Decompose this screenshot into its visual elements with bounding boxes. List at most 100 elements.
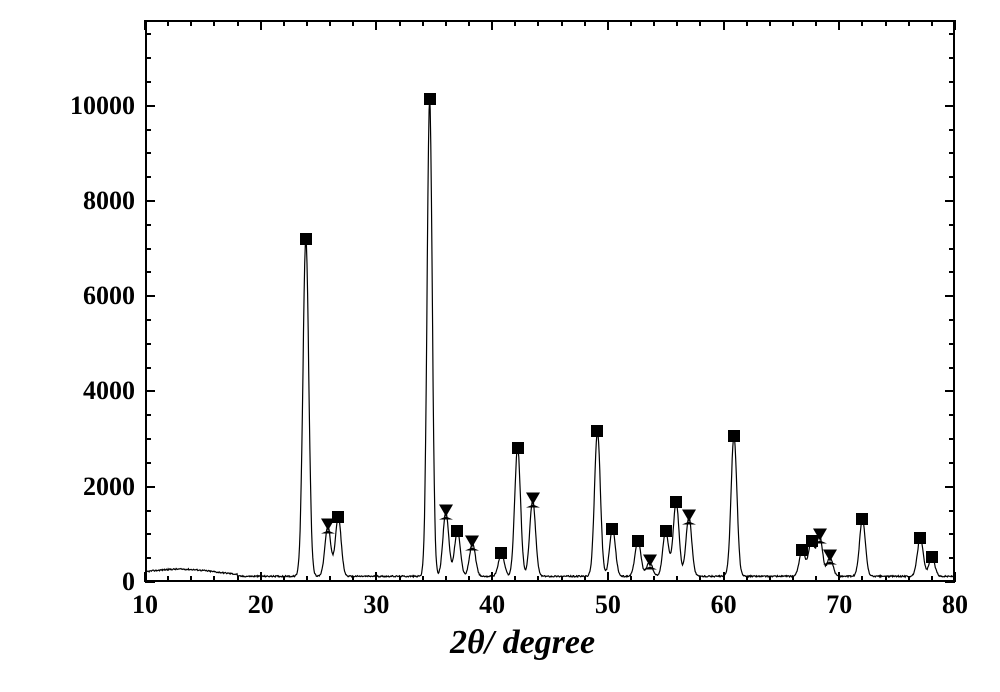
- marker-square-icon: [495, 547, 507, 559]
- x-minor-tick: [561, 576, 563, 582]
- x-minor-tick: [468, 576, 470, 582]
- y-minor-tick: [145, 81, 151, 83]
- x-tick-label: 70: [826, 590, 852, 620]
- x-minor-tick: [653, 576, 655, 582]
- x-minor-tick: [190, 576, 192, 582]
- y-tick-label: 6000: [83, 281, 135, 311]
- y-tick: [945, 486, 955, 488]
- xrd-chart: 强度 / a.u. 2θ/ degree 1020304050607080020…: [0, 0, 1000, 692]
- x-tick: [260, 572, 262, 582]
- x-tick: [375, 20, 377, 30]
- x-minor-tick: [537, 576, 539, 582]
- x-minor-tick: [769, 576, 771, 582]
- x-minor-tick: [399, 576, 401, 582]
- x-minor-tick: [769, 20, 771, 26]
- y-minor-tick: [145, 33, 151, 35]
- y-minor-tick: [949, 367, 955, 369]
- y-tick: [145, 295, 155, 297]
- y-minor-tick: [145, 533, 151, 535]
- marker-triangle-icon: [439, 504, 453, 519]
- y-minor-tick: [949, 152, 955, 154]
- x-tick: [607, 572, 609, 582]
- x-minor-tick: [537, 20, 539, 26]
- marker-square-icon: [670, 496, 682, 508]
- y-tick-label: 8000: [83, 186, 135, 216]
- x-minor-tick: [931, 576, 933, 582]
- x-minor-tick: [468, 20, 470, 26]
- x-minor-tick: [329, 576, 331, 582]
- x-minor-tick: [167, 20, 169, 26]
- x-minor-tick: [352, 20, 354, 26]
- y-minor-tick: [145, 176, 151, 178]
- marker-square-icon: [728, 430, 740, 442]
- x-minor-tick: [885, 20, 887, 26]
- y-minor-tick: [145, 319, 151, 321]
- y-minor-tick: [949, 319, 955, 321]
- x-minor-tick: [399, 20, 401, 26]
- y-minor-tick: [949, 462, 955, 464]
- y-minor-tick: [145, 343, 151, 345]
- x-minor-tick: [815, 576, 817, 582]
- x-minor-tick: [746, 20, 748, 26]
- x-axis-label: 2θ/ degree: [450, 624, 595, 662]
- x-tick: [491, 572, 493, 582]
- x-minor-tick: [445, 20, 447, 26]
- marker-square-icon: [632, 535, 644, 547]
- marker-triangle-icon: [682, 509, 696, 524]
- marker-square-icon: [914, 532, 926, 544]
- x-minor-tick: [561, 20, 563, 26]
- y-tick: [145, 200, 155, 202]
- x-minor-tick: [422, 576, 424, 582]
- x-minor-tick: [283, 576, 285, 582]
- x-tick: [260, 20, 262, 30]
- y-tick: [945, 200, 955, 202]
- x-minor-tick: [237, 20, 239, 26]
- x-minor-tick: [676, 576, 678, 582]
- y-minor-tick: [145, 152, 151, 154]
- x-minor-tick: [283, 20, 285, 26]
- x-minor-tick: [699, 20, 701, 26]
- x-tick: [723, 572, 725, 582]
- x-minor-tick: [329, 20, 331, 26]
- x-minor-tick: [861, 20, 863, 26]
- y-tick: [145, 486, 155, 488]
- y-minor-tick: [145, 367, 151, 369]
- marker-square-icon: [856, 513, 868, 525]
- x-minor-tick: [584, 576, 586, 582]
- x-tick-label: 30: [363, 590, 389, 620]
- y-minor-tick: [145, 438, 151, 440]
- y-minor-tick: [145, 129, 151, 131]
- x-tick-label: 40: [479, 590, 505, 620]
- y-minor-tick: [949, 57, 955, 59]
- y-minor-tick: [949, 557, 955, 559]
- marker-triangle-icon: [526, 493, 540, 508]
- marker-square-icon: [591, 425, 603, 437]
- x-minor-tick: [792, 20, 794, 26]
- x-minor-tick: [213, 20, 215, 26]
- marker-triangle-icon: [813, 528, 827, 543]
- x-minor-tick: [630, 576, 632, 582]
- x-tick: [607, 20, 609, 30]
- x-minor-tick: [167, 576, 169, 582]
- x-minor-tick: [746, 576, 748, 582]
- y-tick: [145, 105, 155, 107]
- x-tick: [491, 20, 493, 30]
- marker-triangle-icon: [823, 550, 837, 565]
- x-minor-tick: [514, 576, 516, 582]
- x-tick: [375, 572, 377, 582]
- x-minor-tick: [699, 576, 701, 582]
- x-minor-tick: [653, 20, 655, 26]
- y-minor-tick: [949, 248, 955, 250]
- x-minor-tick: [352, 576, 354, 582]
- x-tick: [838, 572, 840, 582]
- x-tick-label: 60: [711, 590, 737, 620]
- x-minor-tick: [213, 576, 215, 582]
- y-tick: [945, 581, 955, 583]
- y-tick: [145, 581, 155, 583]
- x-tick: [838, 20, 840, 30]
- y-tick-label: 0: [122, 567, 135, 597]
- y-tick: [945, 105, 955, 107]
- y-minor-tick: [145, 462, 151, 464]
- x-minor-tick: [306, 576, 308, 582]
- x-tick-label: 80: [942, 590, 968, 620]
